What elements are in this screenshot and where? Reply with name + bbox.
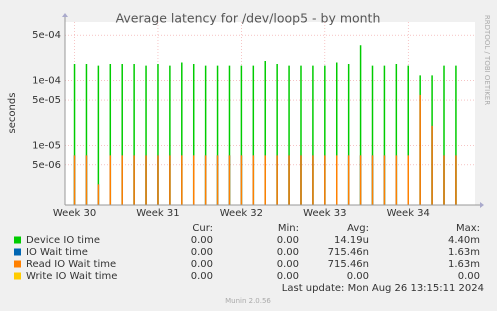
plot-area — [65, 22, 475, 205]
summary-value: 0.00 — [277, 247, 299, 258]
summary-value: 0.00 — [277, 271, 299, 282]
chart-title: Average latency for /dev/loop5 - by mont… — [116, 11, 381, 26]
summary-value: 715.46n — [328, 259, 369, 270]
legend-label: Device IO time — [26, 235, 100, 246]
y-tick-label: 5e-05 — [32, 95, 61, 106]
summary-header: Cur: — [192, 223, 213, 234]
side-text: RRDTOOL / TOBI OETIKER — [483, 15, 491, 105]
summary-value: 0.00 — [277, 259, 299, 270]
legend-label: IO Wait time — [26, 247, 88, 258]
summary-value: 1.63m — [448, 259, 480, 270]
axis-arrow — [62, 13, 68, 17]
y-tick-label: 1e-05 — [32, 140, 61, 151]
y-tick-label: 5e-06 — [32, 160, 61, 171]
legend-swatch — [14, 272, 21, 280]
legend-swatch — [14, 248, 21, 256]
x-tick-label: Week 34 — [387, 208, 430, 219]
summary-value: 1.63m — [448, 247, 480, 258]
legend-label: Read IO Wait time — [26, 259, 116, 270]
x-tick-label: Week 30 — [53, 208, 96, 219]
summary-value: 0.00 — [347, 271, 369, 282]
legend-swatch — [14, 236, 21, 244]
x-tick-label: Week 32 — [220, 208, 263, 219]
summary-value: 0.00 — [191, 259, 213, 270]
x-tick-label: Week 31 — [136, 208, 179, 219]
summary-value: 4.40m — [448, 235, 480, 246]
legend-label: Write IO Wait time — [26, 271, 117, 282]
legend-swatch — [14, 260, 21, 268]
summary-value: 0.00 — [458, 271, 480, 282]
x-tick-label: Week 33 — [303, 208, 346, 219]
summary-header: Avg: — [347, 223, 369, 234]
summary-value: 14.19u — [334, 235, 369, 246]
summary-value: 0.00 — [191, 271, 213, 282]
y-tick-label: 5e-04 — [32, 30, 61, 41]
summary-header: Min: — [278, 223, 299, 234]
summary-value: 0.00 — [191, 247, 213, 258]
y-tick-label: 1e-04 — [32, 76, 61, 87]
axis-arrow — [480, 202, 484, 208]
last-update: Last update: Mon Aug 26 13:15:11 2024 — [282, 283, 484, 294]
summary-value: 0.00 — [191, 235, 213, 246]
footer: Munin 2.0.56 — [225, 297, 271, 305]
summary-value: 0.00 — [277, 235, 299, 246]
y-axis-label: seconds — [7, 93, 18, 134]
summary-header: Max: — [456, 223, 480, 234]
summary-value: 715.46n — [328, 247, 369, 258]
